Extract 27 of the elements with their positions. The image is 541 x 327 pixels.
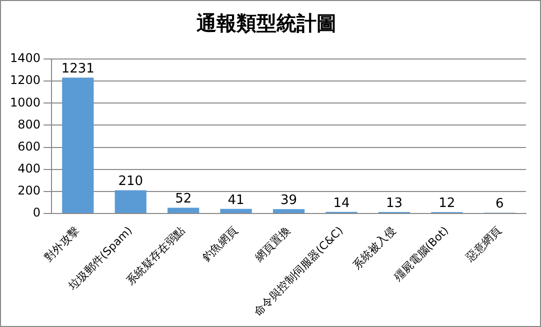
bar	[114, 190, 146, 213]
y-tick-label: 1200	[10, 73, 41, 88]
data-label: 6	[496, 196, 504, 212]
x-tick-label: 對外攻擊	[42, 224, 82, 264]
bar	[272, 209, 305, 213]
data-label: 52	[175, 192, 192, 207]
chart-title: 通報類型統計圖	[196, 11, 336, 36]
data-label: 13	[386, 196, 402, 211]
x-tick-label: 網頁置換	[252, 224, 293, 266]
bar	[168, 208, 200, 213]
bar	[220, 208, 252, 213]
y-tick-label: 600	[18, 139, 41, 154]
data-label: 210	[118, 174, 144, 190]
y-tick-label: 1000	[10, 95, 41, 110]
data-label: 41	[228, 192, 244, 208]
data-label: 12	[438, 196, 456, 211]
x-tick-label: 釣魚網頁	[200, 224, 240, 264]
y-tick-label: 1400	[10, 51, 41, 66]
bar	[62, 78, 94, 213]
x-tick-label: 惡意網頁	[462, 224, 504, 266]
y-tick-label: 0	[32, 206, 41, 220]
y-tick-label: 200	[18, 184, 41, 198]
data-label: 14	[333, 196, 350, 211]
data-label: 1231	[61, 62, 94, 77]
data-label: 39	[280, 193, 298, 208]
y-tick-label: 400	[18, 161, 41, 176]
y-tick-label: 800	[18, 117, 41, 132]
